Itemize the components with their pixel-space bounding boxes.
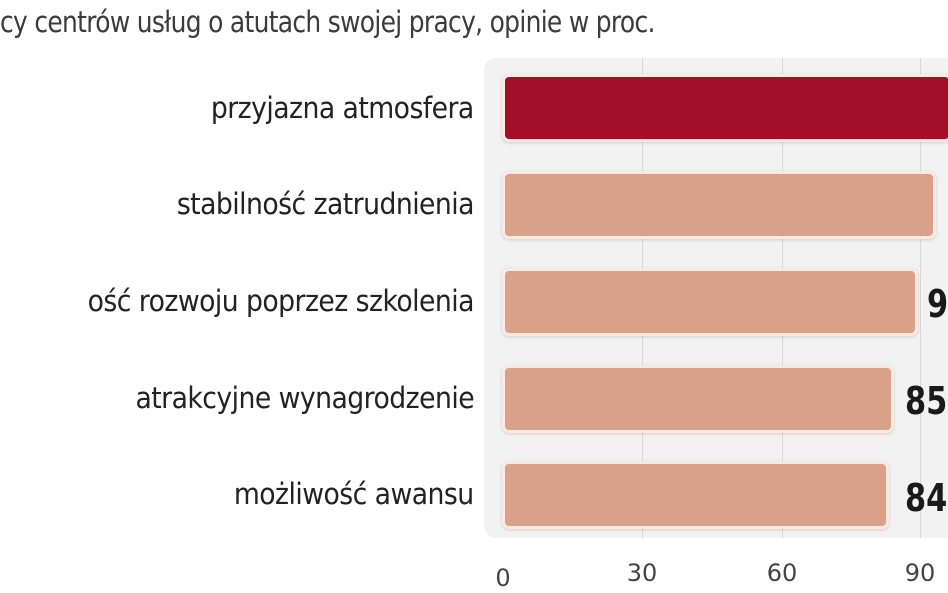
gridline-90 xyxy=(920,58,921,538)
chart-title: cy centrów usług o atutach swojej pracy,… xyxy=(0,5,655,39)
x-tick-60: 60 xyxy=(766,559,798,587)
x-tick-90: 90 xyxy=(904,559,936,587)
bar-atrakcyjne-wynagrodzenie xyxy=(502,365,894,433)
category-label: stabilność zatrudnienia xyxy=(176,187,475,221)
bar-stabilnosc-zatrudnienia xyxy=(502,171,936,239)
bar-mozliwosc-awansu xyxy=(502,461,889,529)
bar-rozwoj-szkolenia xyxy=(502,268,918,336)
x-tick-30: 30 xyxy=(626,559,658,587)
x-tick-0: 0 xyxy=(495,564,511,592)
value-label: 84 xyxy=(905,476,948,520)
category-label: ość rozwoju poprzez szkolenia xyxy=(87,284,475,318)
category-label: atrakcyjne wynagrodzenie xyxy=(135,381,474,415)
category-label: przyjazna atmosfera xyxy=(211,91,474,125)
category-label: możliwość awansu xyxy=(234,477,474,511)
value-label: 85 xyxy=(905,379,948,423)
value-label: 9 xyxy=(927,282,948,326)
bar-przyjazna-atmosfera xyxy=(502,74,948,142)
